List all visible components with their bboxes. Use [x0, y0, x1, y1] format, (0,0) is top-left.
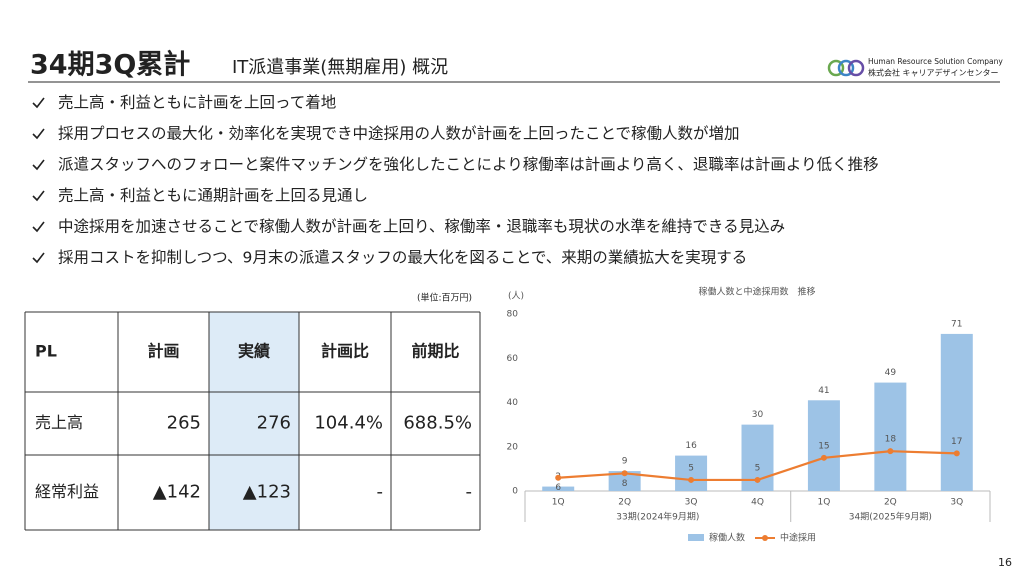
line-value-label: 18 [885, 435, 897, 445]
check-icon [32, 221, 45, 233]
line-value-label: 8 [622, 479, 628, 489]
line-value-label: 17 [951, 437, 962, 447]
y-tick-label: 40 [507, 398, 519, 408]
company-ja: 株式会社 キャリアデザインセンター [868, 68, 999, 78]
legend-label: 稼働人数 [709, 532, 745, 544]
table-unit: (単位:百万円) [417, 292, 472, 304]
bar-value-label: 30 [752, 410, 764, 420]
y-tick-label: 60 [507, 354, 519, 364]
legend-dot [762, 535, 768, 541]
table-cell: 276 [257, 413, 291, 434]
bullet-text: 採用プロセスの最大化・効率化を実現でき中途採用の人数が計画を上回ったことで稼働人… [58, 125, 740, 143]
line-point [887, 448, 894, 455]
x-tick-label: 3Q [685, 498, 698, 508]
table-header: 前期比 [411, 342, 459, 361]
table-cell: ▲142 [153, 482, 201, 503]
table-cell: 688.5% [403, 413, 472, 434]
line-point [621, 470, 628, 477]
bullet-text: 派遣スタッフへのフォローと案件マッチングを強化したことにより稼働率は計画より高く… [58, 156, 879, 174]
line-point [688, 476, 695, 483]
title: 34期3Q累計 [30, 49, 190, 81]
y-tick-label: 20 [507, 442, 519, 452]
table-cell: 売上高 [35, 413, 83, 432]
x-tick-label: 1Q [552, 498, 565, 508]
line-value-label: 5 [688, 463, 694, 473]
chart-title: 稼働人数と中途採用数 推移 [698, 286, 815, 298]
table-cell: 104.4% [314, 413, 383, 434]
y-tick-label: 80 [507, 310, 519, 320]
line-point [953, 450, 960, 457]
line-point [754, 476, 761, 483]
bullet-text: 売上高・利益ともに計画を上回って着地 [58, 94, 336, 112]
table-cell: - [466, 482, 473, 503]
page-number: 16 [998, 556, 1012, 569]
group-label: 33期(2024年9月期) [616, 511, 699, 523]
table-cell: 経常利益 [35, 482, 99, 501]
check-icon [32, 97, 45, 109]
x-tick-label: 2Q [618, 498, 631, 508]
check-icon [32, 159, 45, 171]
check-icon [32, 128, 45, 140]
bullet-text: 中途採用を加速させることで稼働人数が計画を上回り、稼働率・退職率も現状の水準を維… [58, 218, 785, 236]
x-tick-label: 4Q [751, 498, 764, 508]
legend-label: 中途採用 [780, 532, 816, 544]
bar-value-label: 71 [951, 319, 962, 329]
table-header: PL [35, 342, 57, 361]
bar [807, 400, 840, 491]
group-label: 34期(2025年9月期) [849, 511, 932, 523]
bar-value-label: 41 [818, 386, 829, 396]
table-header: 計画 [147, 342, 179, 361]
company-en: Human Resource Solution Company [868, 57, 1003, 66]
check-icon [32, 252, 45, 264]
x-tick-label: 3Q [950, 498, 963, 508]
bullet-text: 売上高・利益ともに通期計画を上回る見通し [58, 187, 368, 205]
table-cell: ▲123 [243, 482, 291, 503]
subtitle: IT派遣事業(無期雇用) 概況 [232, 57, 448, 78]
line-value-label: 6 [555, 483, 561, 493]
bar [874, 382, 907, 491]
bar [542, 486, 575, 491]
line-value-label: 15 [818, 441, 829, 451]
line-point [555, 474, 562, 481]
bullet-text: 採用コストを抑制しつつ、9月末の派遣スタッフの最大化を図ることで、来期の業績拡大… [58, 249, 747, 267]
table-cell: 265 [167, 413, 201, 434]
table-cell: - [377, 482, 384, 503]
check-icon [32, 190, 45, 202]
bar-value-label: 49 [885, 368, 897, 378]
line-value-label: 5 [755, 463, 761, 473]
bar-value-label: 9 [622, 457, 628, 467]
x-tick-label: 2Q [884, 498, 897, 508]
bar [940, 333, 973, 491]
x-tick-label: 1Q [818, 498, 831, 508]
chart: 稼働人数と中途採用数 推移(人)0204060801Q22Q93Q164Q301… [507, 286, 991, 544]
bar [675, 455, 708, 491]
bar [608, 471, 641, 491]
logo [827, 59, 865, 77]
table-header: 実績 [238, 342, 270, 361]
legend-swatch [688, 534, 704, 541]
table-header: 計画比 [321, 342, 369, 361]
table-highlight [209, 312, 299, 530]
bar-value-label: 16 [685, 441, 697, 451]
y-axis-label: (人) [508, 291, 524, 302]
line-point [820, 454, 827, 461]
y-tick-label: 0 [512, 487, 518, 497]
